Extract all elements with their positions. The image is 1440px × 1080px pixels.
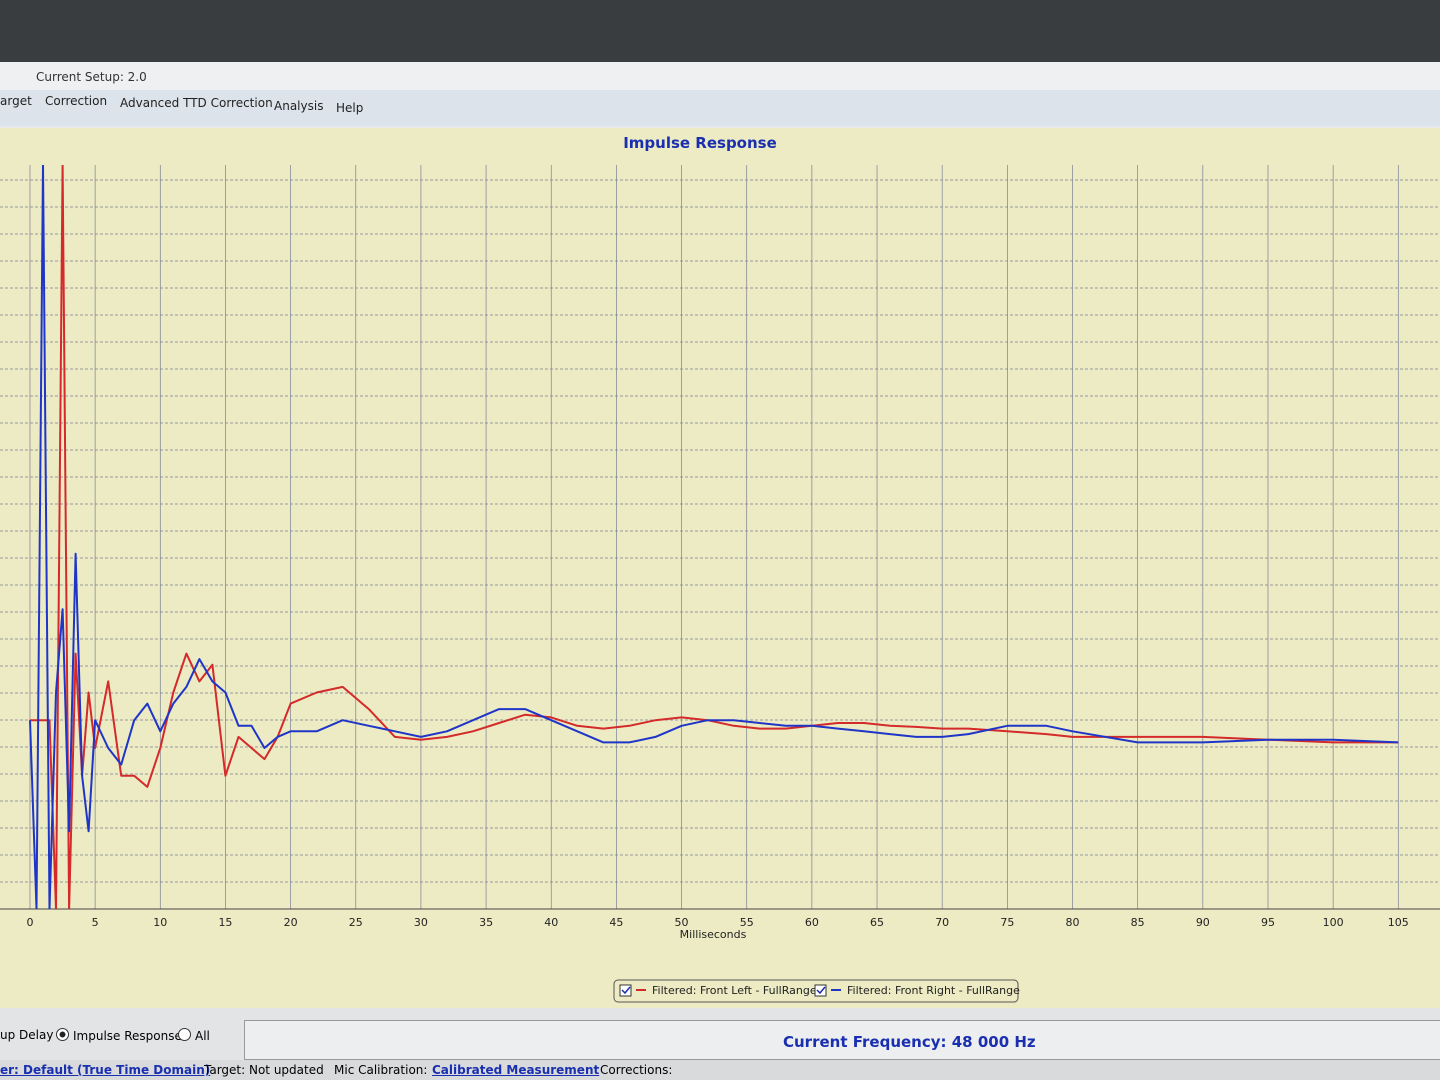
x-tick-label: 15 <box>218 916 232 929</box>
legend-label: Filtered: Front Right - FullRange <box>847 984 1020 997</box>
radio-selected[interactable] <box>56 1028 69 1041</box>
menu-item[interactable]: arget <box>0 94 32 108</box>
x-tick-label: 105 <box>1388 916 1409 929</box>
x-tick-label: 55 <box>740 916 754 929</box>
menu-item[interactable]: Help <box>336 101 364 115</box>
menu-item[interactable]: Analysis <box>274 99 324 113</box>
option-label[interactable]: up Delay <box>0 1028 54 1042</box>
legend-label: Filtered: Front Left - FullRange <box>652 984 817 997</box>
status-calibrated: Calibrated Measurement <box>432 1063 600 1077</box>
x-tick-label: 35 <box>479 916 493 929</box>
menu-bar: arget Correction Advanced TTD Correction… <box>0 90 1440 126</box>
chart: Impulse Response Milliseconds Filtered: … <box>0 134 1440 1003</box>
app-window: Current Setup: 2.0 arget Correction Adva… <box>0 62 1440 1080</box>
frequency-box: Current Frequency: 48 000 Hz <box>244 1020 1440 1060</box>
menu-item[interactable]: Correction <box>45 94 108 108</box>
status-bar: er: Default (True Time Domain) Target: N… <box>0 1060 1440 1080</box>
x-tick-label: 20 <box>284 916 298 929</box>
x-tick-label: 10 <box>153 916 167 929</box>
option-label[interactable]: All <box>195 1029 210 1043</box>
x-tick-label: 60 <box>805 916 819 929</box>
x-tick-label: 0 <box>26 916 33 929</box>
x-tick-label: 95 <box>1261 916 1275 929</box>
legend-check <box>816 986 826 995</box>
x-tick-label: 25 <box>349 916 363 929</box>
radio[interactable] <box>178 1028 191 1041</box>
x-tick-label: 90 <box>1196 916 1210 929</box>
series-line <box>29 165 1399 909</box>
x-tick-label: 75 <box>1000 916 1014 929</box>
x-tick-label: 30 <box>414 916 428 929</box>
bottom-panel: up Delay Impulse Response All Current Fr… <box>0 1008 1440 1060</box>
option-label[interactable]: Impulse Response <box>73 1029 182 1043</box>
x-tick-label: 85 <box>1131 916 1145 929</box>
legend-checkbox[interactable] <box>619 984 632 997</box>
x-tick-label: 5 <box>92 916 99 929</box>
menu-item[interactable]: Advanced TTD Correction <box>120 96 273 110</box>
x-tick-label: 70 <box>935 916 949 929</box>
x-axis-label: Milliseconds <box>680 928 747 941</box>
setup-label: Current Setup: 2.0 <box>36 70 147 84</box>
title-bar: Current Setup: 2.0 <box>0 62 1440 90</box>
status-target: Target: Not updated <box>204 1063 324 1077</box>
x-tick-label: 65 <box>870 916 884 929</box>
x-tick-label: 80 <box>1066 916 1080 929</box>
legend-checkbox[interactable] <box>814 984 827 997</box>
status-mic: Mic Calibration: <box>334 1063 428 1077</box>
legend: Filtered: Front Left - FullRange Filtered… <box>613 979 1020 1003</box>
status-corrections: Corrections: <box>600 1063 673 1077</box>
x-tick-label: 40 <box>544 916 558 929</box>
chart-panel: Impulse Response Milliseconds Filtered: … <box>0 128 1440 1008</box>
plot <box>29 165 1399 909</box>
frequency-label: Current Frequency: 48 000 Hz <box>783 1033 1036 1051</box>
legend-check <box>621 986 631 995</box>
x-tick-label: 50 <box>675 916 689 929</box>
chart-title: Impulse Response <box>623 134 777 152</box>
x-tick-label: 45 <box>609 916 623 929</box>
x-tick-label: 100 <box>1323 916 1344 929</box>
grid <box>0 165 1440 910</box>
status-speaker: er: Default (True Time Domain) <box>0 1063 211 1077</box>
series-line <box>30 165 1399 909</box>
